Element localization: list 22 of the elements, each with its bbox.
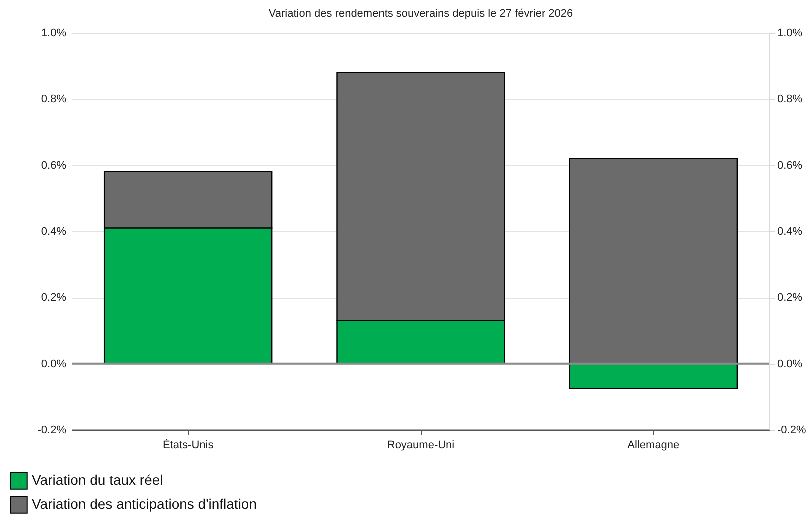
bar [569,363,738,390]
y2-tick-label: -0.2% [778,424,806,436]
chart-title: Variation des rendements souverains depuis le 27 février 2026 [268,8,574,20]
x-tick-label: Allemagne [628,440,680,452]
y2-tick-label: 0.2% [778,292,803,304]
bar [569,158,738,364]
y2-tick-label: 0.4% [778,226,803,238]
y2-tick-label: 0.8% [778,94,803,106]
legend-label: Variation du taux réel [32,472,164,488]
y-tick-label: 0.6% [41,160,67,172]
y-tick-label: 0.2% [41,292,67,304]
x-tick-label: États-Unis [162,438,214,452]
y-tick-label: 0.4% [41,226,67,238]
y-tick-label: -0.2% [38,424,67,436]
legend-label: Variation des anticipations d'inflation [32,496,257,512]
y-tick-label: 0.0% [41,358,67,370]
y2-tick-label: 1.0% [778,28,803,40]
y2-tick-label: 0.6% [778,160,803,172]
y-tick-label: 0.8% [41,94,67,106]
y-tick-label: 1.0% [41,28,67,40]
y2-tick-label: 0.0% [778,358,803,370]
x-tick-label: Royaume-Uni [387,440,455,452]
